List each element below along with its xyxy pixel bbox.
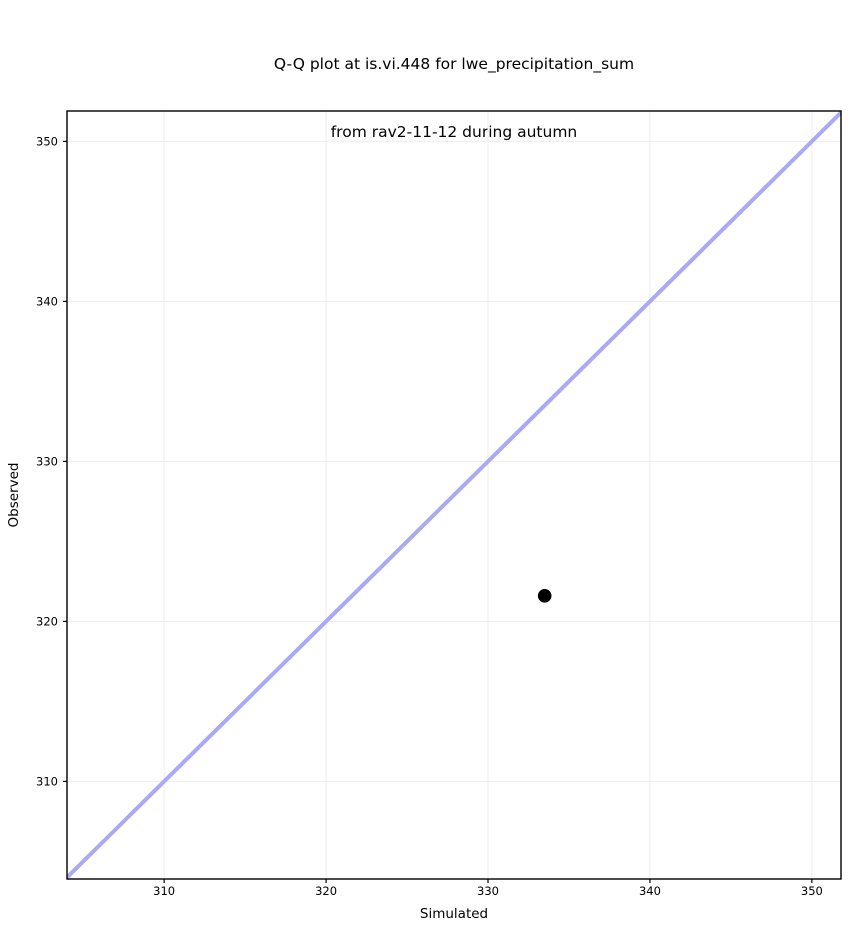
y-tick-label: 320 bbox=[36, 614, 58, 628]
chart-title-line2: from rav2-11-12 during autumn bbox=[330, 122, 578, 141]
x-axis-label: Simulated bbox=[419, 906, 489, 922]
x-tick-label: 350 bbox=[801, 884, 823, 898]
data-point bbox=[537, 589, 552, 603]
y-tick-label: 340 bbox=[36, 294, 58, 308]
chart-title-line1: Q-Q plot at is.vi.448 for lwe_precipitat… bbox=[273, 55, 635, 73]
plot-frame bbox=[66, 110, 842, 880]
x-tick-label: 330 bbox=[477, 884, 499, 898]
x-tick-label: 310 bbox=[153, 884, 175, 898]
identity-line bbox=[67, 111, 841, 879]
chart-title: Q-Q plot at is.vi.448 for lwe_precipitat… bbox=[67, 8, 841, 188]
y-tick-label: 350 bbox=[36, 134, 58, 148]
x-tick-label: 320 bbox=[315, 884, 337, 898]
y-tick-label: 330 bbox=[36, 454, 58, 468]
y-axis-label: Observed bbox=[6, 462, 22, 528]
y-tick-label: 310 bbox=[36, 774, 58, 788]
x-tick-label: 340 bbox=[639, 884, 661, 898]
